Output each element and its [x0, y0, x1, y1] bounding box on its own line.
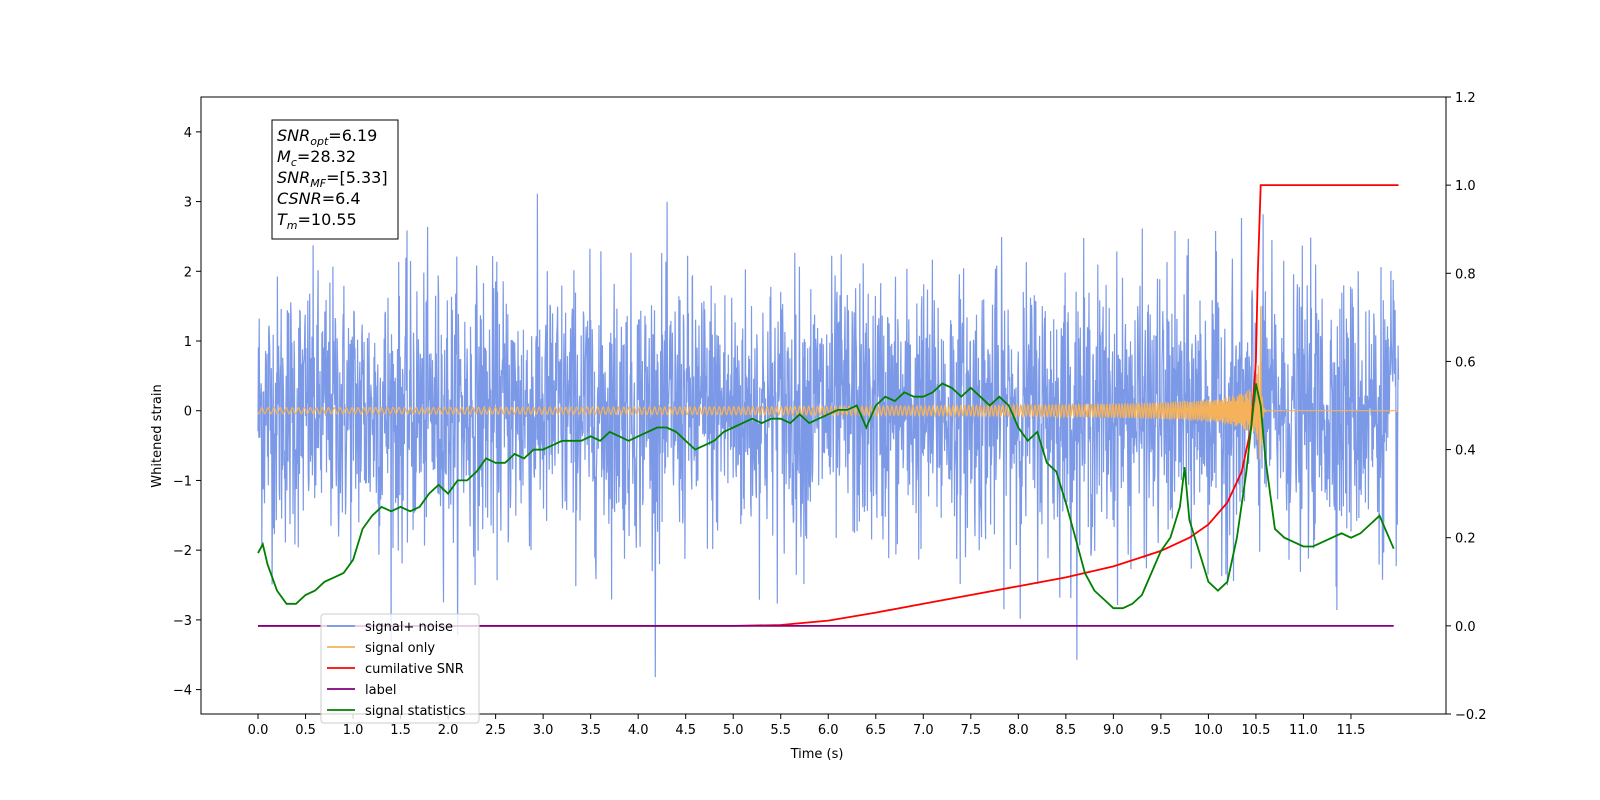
x-tick-label: 9.0	[1103, 723, 1124, 738]
x-tick-label: 5.5	[770, 723, 791, 738]
y2-tick-label: 0.0	[1455, 620, 1476, 635]
x-tick-label: 3.5	[580, 723, 601, 738]
x-tick-label: 9.5	[1151, 723, 1172, 738]
info-box-border	[271, 119, 399, 240]
y-tick-label: 1	[184, 335, 192, 350]
y2-tick-label: 0.4	[1455, 444, 1476, 459]
plot-frame	[200, 96, 1447, 715]
x-tick-label: 0.0	[248, 723, 269, 738]
y2-tick-label: 0.8	[1455, 267, 1476, 282]
y-tick-label: −1	[173, 474, 192, 489]
x-tick-label: 10.0	[1194, 723, 1223, 738]
info-line: SNRopt=6.19	[277, 126, 377, 148]
legend-label: label	[365, 683, 396, 698]
y-tick-label: −4	[173, 684, 192, 699]
x-axis: 0.0 0.5 1.0 1.5 2.0 2.5 3.0 3.5 4.0 4.5 5.0 5.5 6.0 6…	[248, 714, 1365, 738]
legend-box	[320, 613, 480, 724]
signal-statistics-line	[257, 382, 1395, 610]
legend-label: signal only	[365, 641, 435, 656]
y2-tick-label: 0.6	[1455, 355, 1476, 370]
signal-statistics-series	[257, 382, 1395, 610]
x-tick-label: 7.0	[913, 723, 934, 738]
info-line: Mc=28.32	[277, 147, 356, 169]
plot-border	[200, 96, 1447, 715]
legend-label: signal statistics	[365, 704, 466, 719]
y2-tick-label: 1.0	[1455, 179, 1476, 194]
x-tick-label: 1.5	[390, 723, 411, 738]
x-tick-label: 3.0	[533, 723, 554, 738]
y2-tick-label: −0.2	[1455, 708, 1487, 723]
x-tick-label: 2.0	[438, 723, 459, 738]
x-tick-label: 6.0	[818, 723, 839, 738]
x-tick-label: 2.5	[485, 723, 506, 738]
y-tick-label: 0	[184, 405, 192, 420]
y-tick-label: 2	[184, 265, 192, 280]
x-tick-label: 6.5	[865, 723, 886, 738]
y2-tick-label: 1.2	[1455, 91, 1476, 106]
legend-label: signal+ noise	[365, 620, 453, 635]
y-tick-label: −3	[173, 614, 192, 629]
x-tick-label: 11.0	[1289, 723, 1318, 738]
signal-only-line	[257, 306, 1399, 460]
x-tick-label: 10.5	[1241, 723, 1270, 738]
signal-noise-series	[257, 193, 1400, 678]
y-axis-left: 4 3 2 1 0 −1 −2 −3 −4	[173, 126, 201, 699]
y2-tick-label: 0.2	[1455, 532, 1476, 547]
info-line: CSNR=6.4	[277, 189, 361, 208]
x-tick-label: 1.0	[343, 723, 364, 738]
legend-label: cumilative SNR	[365, 662, 464, 677]
y-tick-label: 3	[184, 196, 192, 211]
x-tick-label: 7.5	[960, 723, 981, 738]
x-tick-label: 0.5	[295, 723, 316, 738]
x-tick-label: 5.0	[723, 723, 744, 738]
info-line: SNRMF=[5.33]	[277, 168, 388, 190]
cumulative-snr-series	[258, 184, 1399, 627]
x-axis-label: Time (s)	[790, 747, 844, 762]
y-axis-right: 1.2 1.0 0.8 0.6 0.4 0.2 0.0 −0.2	[1446, 91, 1487, 723]
y-tick-label: −2	[173, 544, 192, 559]
legend: signal+ noise signal only cumilative SNR la…	[320, 613, 480, 724]
y-axis-label: Whitened strain	[150, 384, 165, 487]
signal-noise-line	[257, 193, 1400, 678]
cumulative-snr-line	[258, 184, 1399, 627]
x-tick-label: 4.5	[675, 723, 696, 738]
y-tick-label: 4	[184, 126, 192, 141]
x-tick-label: 8.5	[1056, 723, 1077, 738]
x-tick-label: 11.5	[1336, 723, 1365, 738]
info-line: Tm=10.55	[277, 210, 357, 232]
signal-only-series	[257, 306, 1399, 460]
x-tick-label: 4.0	[628, 723, 649, 738]
x-tick-label: 8.0	[1008, 723, 1029, 738]
